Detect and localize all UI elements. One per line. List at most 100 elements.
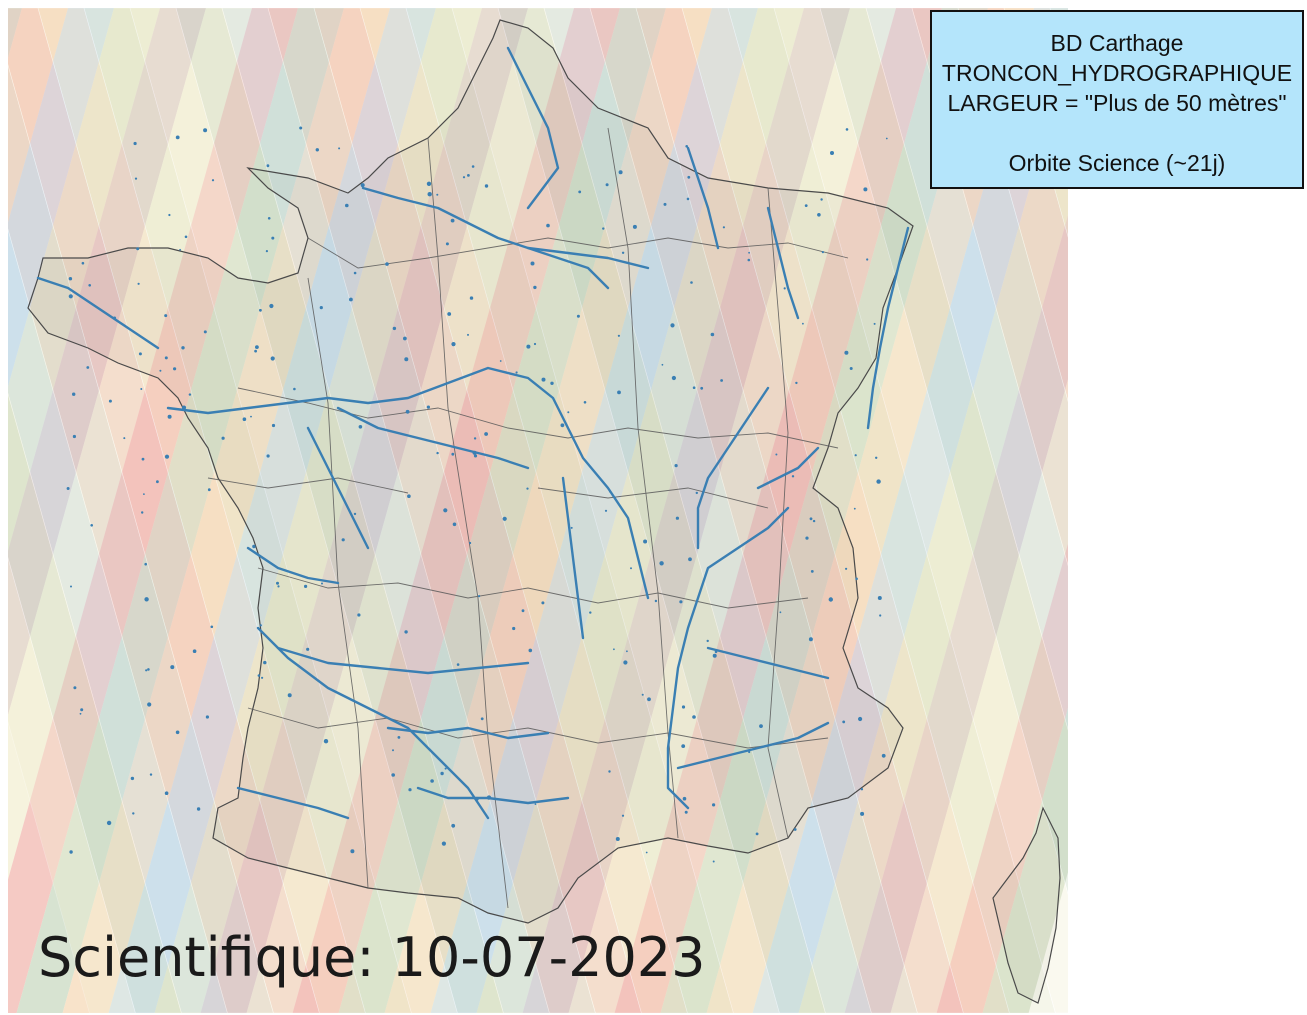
river-marne [526, 246, 650, 270]
river-brittany [36, 276, 160, 350]
lake-dot [221, 436, 225, 440]
lake-dot [863, 187, 868, 192]
lake-dot [486, 795, 492, 800]
swath-descending [384, 8, 712, 1013]
lake-dot [133, 141, 137, 146]
lake-dot [353, 271, 357, 275]
river-allier [561, 476, 585, 640]
lake-dot [252, 544, 256, 549]
lake-dot [81, 261, 85, 265]
lake-dot [722, 226, 726, 229]
lake-dot [681, 744, 686, 748]
lake-dot [854, 454, 857, 457]
swath-ascending [8, 8, 320, 1013]
lake-dot [809, 517, 813, 521]
map-canvas[interactable] [8, 8, 1068, 1013]
lake-dot [207, 488, 211, 492]
lake-dot [714, 650, 718, 654]
lake-dot [608, 770, 611, 773]
lake-dot [443, 508, 448, 513]
lake-dot [159, 369, 162, 372]
river-doubs [756, 446, 820, 490]
river-loire [166, 366, 650, 600]
lake-dot [810, 570, 814, 573]
swath-ascending [313, 8, 642, 1013]
lake-dot [521, 609, 525, 613]
lake-dot [821, 251, 825, 254]
lake-dot [66, 487, 70, 490]
lake-dot [426, 181, 432, 186]
lake-dot [828, 597, 833, 602]
lake-dot [259, 308, 262, 312]
lake-dot [181, 346, 185, 350]
lake-dot [879, 614, 882, 617]
swath-descending [982, 707, 1068, 1013]
lake-dot [467, 333, 469, 336]
lake-dot [712, 803, 716, 807]
lake-dot [68, 277, 73, 281]
lake-dot [820, 198, 823, 201]
swath-descending [936, 543, 1068, 1013]
river-lot [386, 726, 550, 740]
lake-dot [793, 828, 797, 831]
lake-dot [164, 791, 169, 795]
lake-dot [79, 712, 82, 715]
lake-dot [164, 314, 168, 318]
swath-ascending [37, 8, 366, 1013]
lake-dot [626, 650, 628, 653]
lake-dot [695, 491, 698, 495]
river-seine [361, 186, 610, 290]
lake-dot [270, 356, 275, 361]
lake-dot [138, 352, 142, 356]
lake-dot [802, 322, 804, 325]
lake-dot [140, 388, 143, 390]
lake-dot [671, 375, 677, 381]
lake-dot [338, 147, 341, 150]
legend-box: BD Carthage TRONCON_HYDROGRAPHIQUE LARGE… [930, 10, 1304, 189]
lake-dot [321, 582, 323, 585]
lake-dot [405, 409, 410, 414]
date-label: Scientifique: 10-07-2023 [38, 926, 706, 989]
lake-dot [447, 312, 452, 316]
lake-dot [755, 832, 759, 836]
lake-dot [817, 213, 821, 217]
lake-dot [530, 261, 535, 266]
lake-dot [480, 717, 484, 721]
lake-dot [319, 306, 323, 310]
lake-dot [670, 323, 675, 328]
lake-dot [170, 665, 175, 670]
lake-dot [484, 184, 489, 188]
lake-dot [147, 702, 152, 707]
lake-dot [72, 434, 76, 439]
lake-dot [397, 736, 401, 739]
lake-dot [641, 693, 644, 696]
river-charente [246, 546, 340, 585]
lake-dot [526, 487, 529, 490]
lake-dot [885, 137, 888, 140]
lake-dot [293, 387, 296, 391]
lake-dot [541, 601, 545, 605]
lake-dot [456, 663, 460, 666]
lake-dot [323, 739, 329, 744]
lake-dot [515, 371, 518, 374]
legend-line-dataset: BD Carthage [1050, 30, 1184, 56]
lake-dot [759, 724, 763, 728]
lake-dot [589, 611, 592, 614]
river-isere [706, 646, 830, 680]
lake-dot [804, 204, 808, 208]
lake-dot [203, 128, 208, 133]
river-vienne [306, 426, 370, 550]
lake-dot [167, 414, 172, 419]
swath-ascending [451, 8, 780, 1013]
lake-dot [407, 494, 411, 499]
swath-ascending [129, 8, 458, 1013]
river-dordogne [276, 646, 530, 675]
lake-dot [168, 213, 171, 217]
lake-dot [876, 479, 881, 484]
map-area[interactable] [8, 8, 1068, 1013]
lake-dot [471, 165, 475, 168]
swath-descending [200, 8, 528, 1013]
lake-dot [576, 314, 580, 318]
lake-dot [775, 453, 778, 456]
lake-dot [299, 126, 303, 130]
